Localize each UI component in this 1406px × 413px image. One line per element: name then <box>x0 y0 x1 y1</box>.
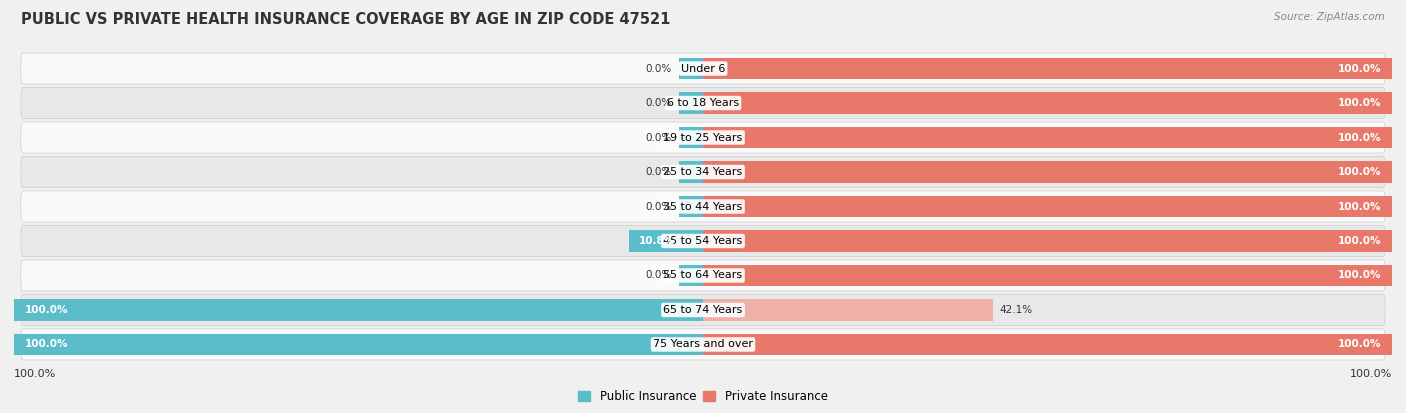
Text: 100.0%: 100.0% <box>14 369 56 379</box>
Bar <box>679 93 703 114</box>
Text: 45 to 54 Years: 45 to 54 Years <box>664 236 742 246</box>
Text: Under 6: Under 6 <box>681 64 725 74</box>
Text: 0.0%: 0.0% <box>645 271 672 280</box>
FancyBboxPatch shape <box>21 294 1385 325</box>
Text: 100.0%: 100.0% <box>1339 339 1382 349</box>
Text: 6 to 18 Years: 6 to 18 Years <box>666 98 740 108</box>
FancyBboxPatch shape <box>21 122 1385 153</box>
Text: 100.0%: 100.0% <box>1339 64 1382 74</box>
Text: 0.0%: 0.0% <box>645 133 672 142</box>
Bar <box>628 230 703 252</box>
Bar <box>703 93 1392 114</box>
Text: 65 to 74 Years: 65 to 74 Years <box>664 305 742 315</box>
Text: 100.0%: 100.0% <box>1339 167 1382 177</box>
Bar <box>703 196 1392 217</box>
Text: 100.0%: 100.0% <box>1339 236 1382 246</box>
Bar <box>14 334 703 355</box>
Text: Source: ZipAtlas.com: Source: ZipAtlas.com <box>1274 12 1385 22</box>
Legend: Public Insurance, Private Insurance: Public Insurance, Private Insurance <box>574 385 832 408</box>
Text: 55 to 64 Years: 55 to 64 Years <box>664 271 742 280</box>
Bar <box>14 299 703 320</box>
Bar <box>679 161 703 183</box>
FancyBboxPatch shape <box>21 225 1385 256</box>
Bar <box>679 196 703 217</box>
Bar <box>703 127 1392 148</box>
Text: 0.0%: 0.0% <box>645 64 672 74</box>
Text: 0.0%: 0.0% <box>645 167 672 177</box>
Text: 19 to 25 Years: 19 to 25 Years <box>664 133 742 142</box>
Text: PUBLIC VS PRIVATE HEALTH INSURANCE COVERAGE BY AGE IN ZIP CODE 47521: PUBLIC VS PRIVATE HEALTH INSURANCE COVER… <box>21 12 671 27</box>
Text: 10.8%: 10.8% <box>638 236 675 246</box>
Text: 100.0%: 100.0% <box>1339 98 1382 108</box>
Bar <box>679 127 703 148</box>
Text: 100.0%: 100.0% <box>1339 133 1382 142</box>
Text: 35 to 44 Years: 35 to 44 Years <box>664 202 742 211</box>
Bar <box>703 299 993 320</box>
FancyBboxPatch shape <box>21 260 1385 291</box>
Bar <box>703 161 1392 183</box>
Text: 100.0%: 100.0% <box>24 339 67 349</box>
Bar <box>703 58 1392 79</box>
FancyBboxPatch shape <box>21 329 1385 360</box>
Bar <box>703 334 1392 355</box>
Bar <box>679 265 703 286</box>
Text: 100.0%: 100.0% <box>1350 369 1392 379</box>
Text: 0.0%: 0.0% <box>645 98 672 108</box>
Text: 0.0%: 0.0% <box>645 202 672 211</box>
FancyBboxPatch shape <box>21 191 1385 222</box>
Bar <box>703 230 1392 252</box>
Text: 100.0%: 100.0% <box>1339 271 1382 280</box>
FancyBboxPatch shape <box>21 53 1385 84</box>
Text: 100.0%: 100.0% <box>24 305 67 315</box>
FancyBboxPatch shape <box>21 88 1385 119</box>
Text: 42.1%: 42.1% <box>1000 305 1033 315</box>
FancyBboxPatch shape <box>21 157 1385 188</box>
Text: 100.0%: 100.0% <box>1339 202 1382 211</box>
Text: 75 Years and over: 75 Years and over <box>652 339 754 349</box>
Bar <box>679 58 703 79</box>
Text: 25 to 34 Years: 25 to 34 Years <box>664 167 742 177</box>
Bar <box>703 265 1392 286</box>
